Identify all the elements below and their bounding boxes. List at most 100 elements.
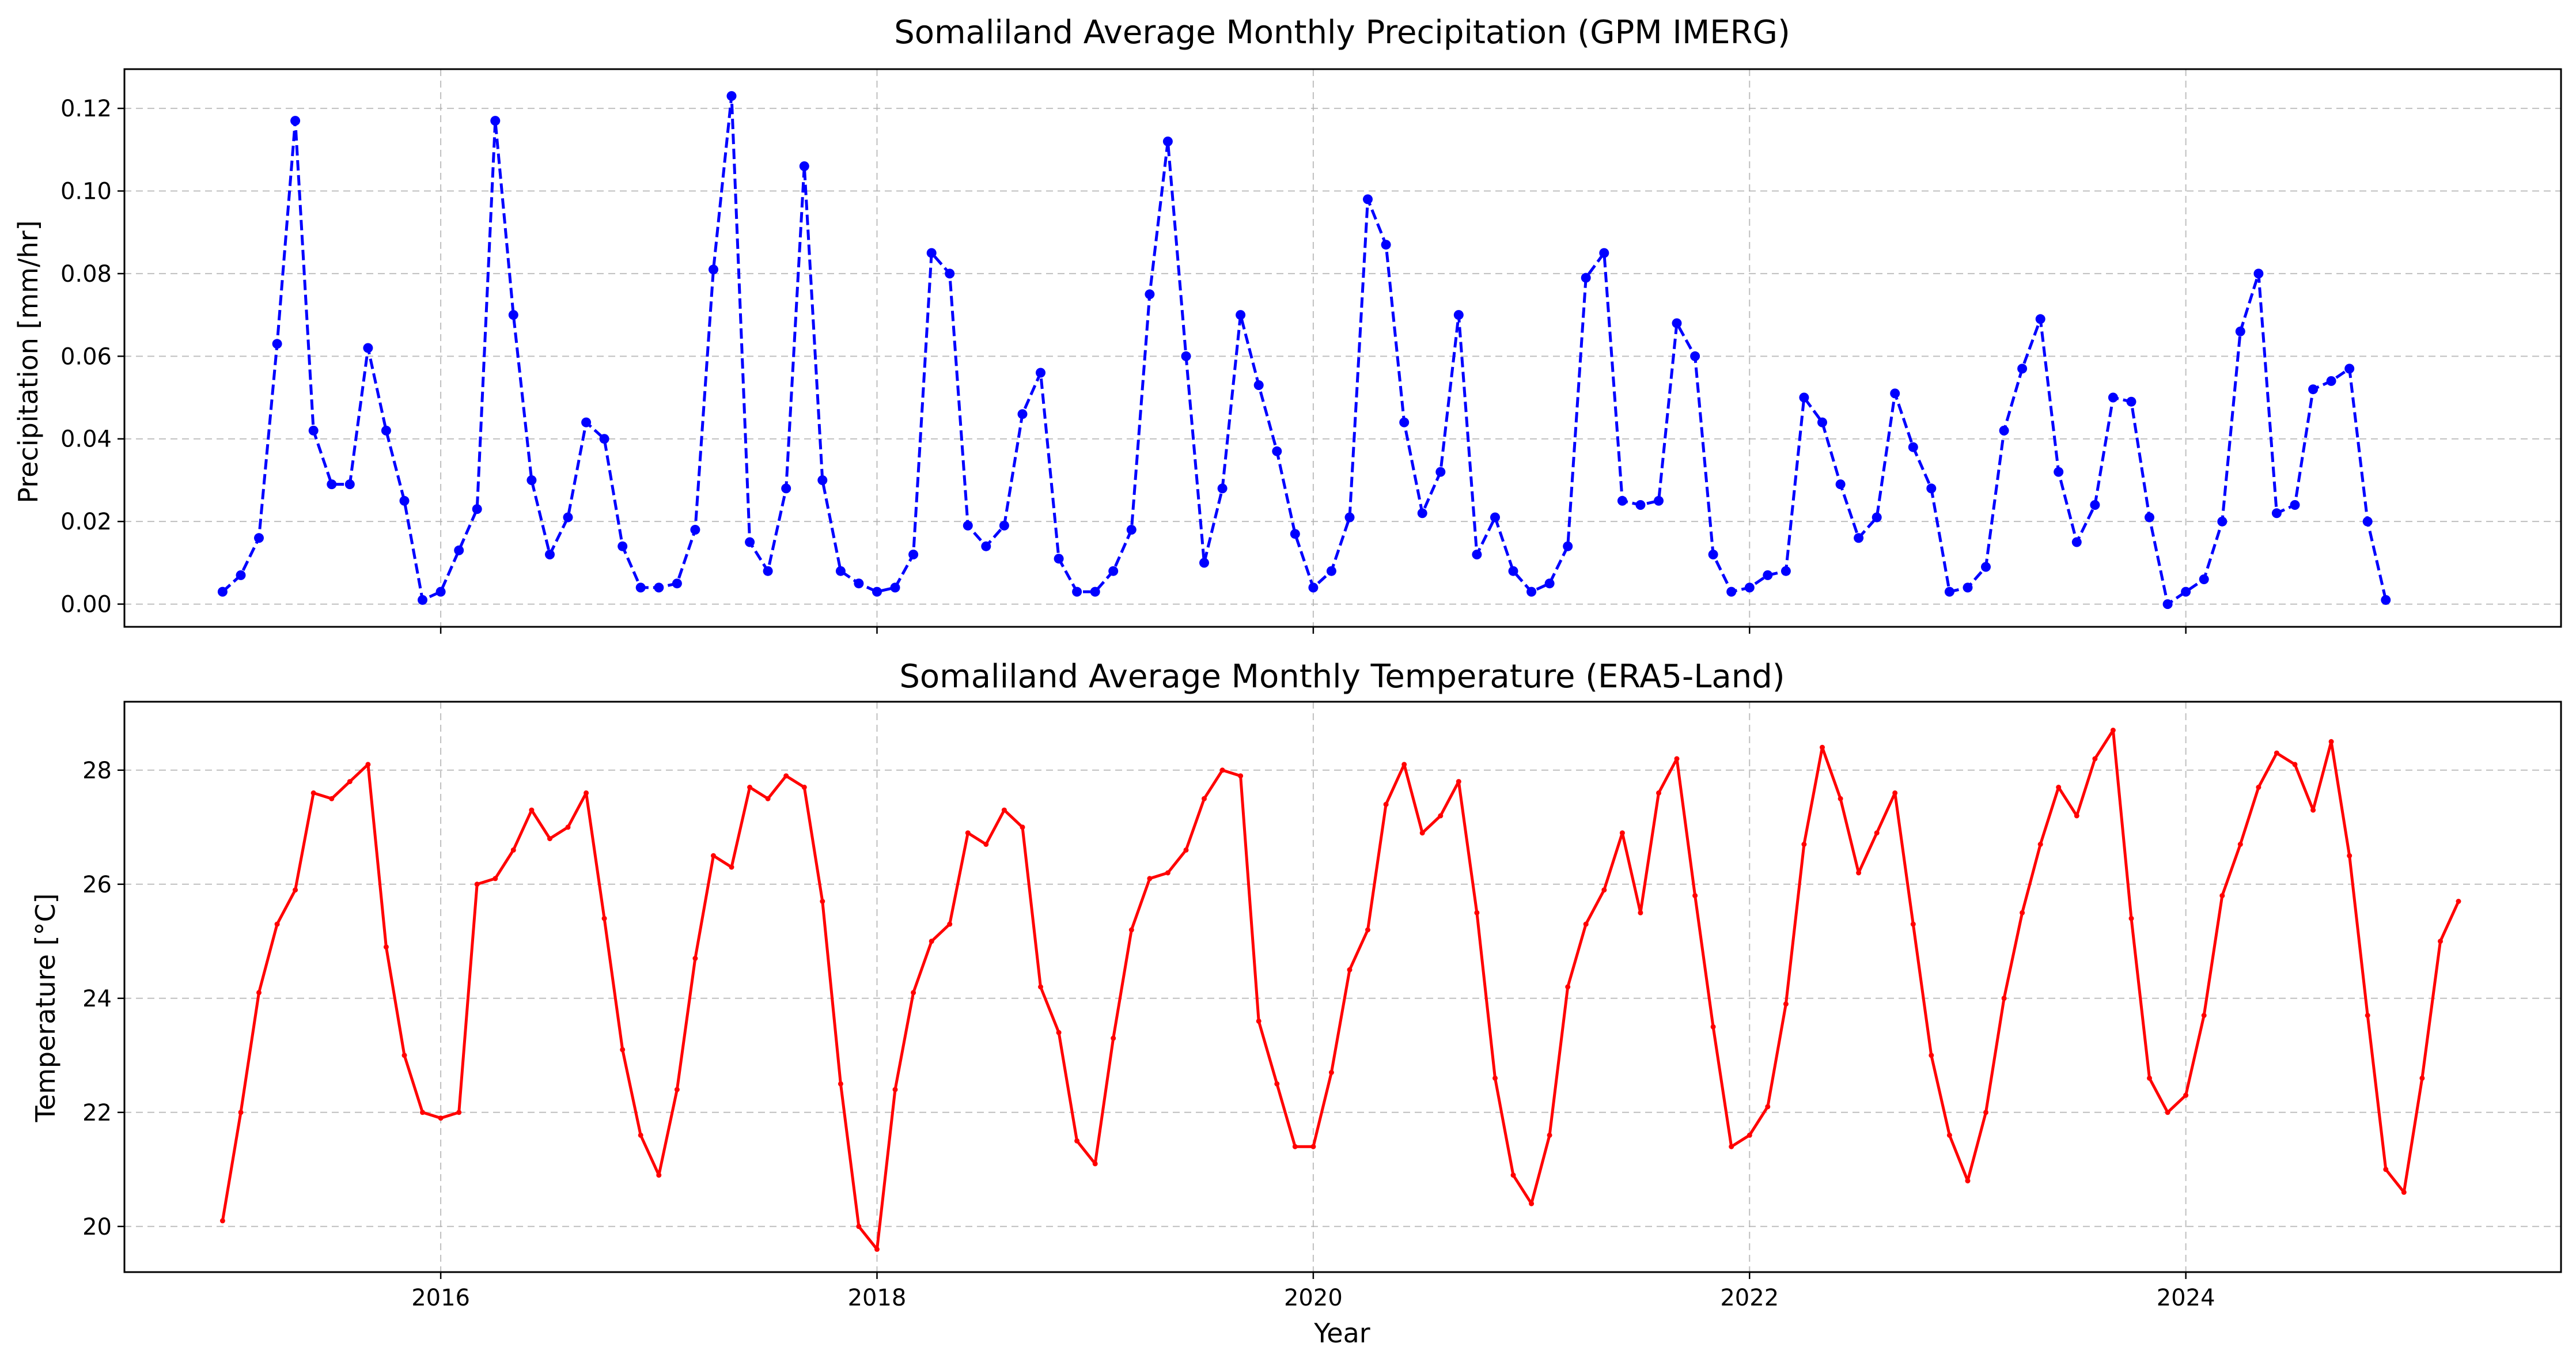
temperature-data-point — [1474, 910, 1480, 915]
temperature-data-point — [529, 807, 535, 813]
precipitation-data-point — [381, 425, 391, 436]
precipitation-y-tick-label: 0.06 — [60, 343, 112, 370]
temperature-x-ticks: 2016 2018 2020 2022 2024 — [411, 1272, 2215, 1311]
temperature-data-point — [1238, 773, 1244, 779]
temperature-data-point — [2365, 1013, 2370, 1018]
temperature-data-point — [1910, 921, 1916, 927]
precipitation-data-point — [2217, 516, 2228, 527]
temperature-data-point — [310, 790, 316, 796]
precipitation-data-point — [854, 578, 864, 589]
temperature-data-point — [1692, 893, 1698, 899]
precipitation-data-point — [1817, 417, 1827, 427]
temperature-data-point — [547, 836, 552, 842]
precipitation-data-point — [2308, 384, 2319, 395]
temperature-data-point — [656, 1172, 662, 1178]
temperature-data-point — [2201, 1013, 2207, 1018]
temperature-chart-title: Somaliland Average Monthly Temperature (… — [899, 658, 1785, 695]
precipitation-data-point — [1072, 586, 1082, 597]
temperature-data-point — [1001, 807, 1007, 813]
temperature-data-point — [420, 1110, 425, 1115]
temperature-data-point — [892, 1087, 898, 1092]
temperature-data-point — [783, 773, 789, 779]
temperature-data-point — [2292, 762, 2298, 767]
temperature-data-point — [1310, 1144, 1316, 1149]
temperature-data-point — [1765, 1104, 1771, 1110]
precipitation-panel: Somaliland Average Monthly Precipitation… — [13, 14, 2562, 634]
precipitation-data-point — [1236, 310, 1246, 320]
temperature-data-point — [1365, 927, 1370, 933]
precipitation-y-tick-label: 0.12 — [60, 96, 112, 122]
temperature-data-point — [1128, 927, 1134, 933]
temperature-grid — [124, 702, 2561, 1272]
precipitation-data-point — [1563, 541, 1573, 551]
temperature-data-point — [601, 915, 607, 921]
precipitation-data-point — [618, 541, 628, 551]
temperature-y-axis-label: Temperature [°C] — [30, 893, 61, 1122]
temperature-data-point — [1838, 796, 1843, 801]
temperature-data-point — [874, 1246, 880, 1252]
precipitation-data-point — [2253, 268, 2264, 279]
temperature-data-point — [1438, 813, 1444, 819]
temperature-data-point — [2001, 996, 2007, 1001]
temperature-data-point — [929, 939, 934, 944]
precipitation-data-point — [399, 495, 410, 506]
precipitation-data-point — [908, 550, 919, 559]
precipitation-data-point — [1017, 409, 1028, 419]
precipitation-data-point — [945, 268, 955, 279]
temperature-data-point — [1328, 1070, 1334, 1075]
precipitation-data-point — [599, 434, 609, 444]
temperature-data-point — [1256, 1018, 1262, 1024]
temperature-data-point — [1638, 910, 1643, 915]
temperature-data-point — [1874, 830, 1880, 836]
temperature-data-point — [347, 779, 353, 785]
precipitation-data-point — [327, 479, 337, 490]
precipitation-data-point — [1290, 529, 1300, 539]
precipitation-data-point — [1036, 368, 1045, 378]
precipitation-data-point — [272, 339, 282, 349]
temperature-data-point — [1020, 824, 1025, 830]
precipitation-data-point — [1145, 289, 1155, 300]
temperature-data-point — [2020, 910, 2025, 915]
temperature-data-point — [1820, 744, 1825, 750]
precipitation-data-point — [690, 525, 700, 535]
precipitation-data-point — [2290, 500, 2300, 510]
precipitation-data-point — [1344, 512, 1355, 523]
temperature-data-point — [729, 864, 734, 870]
precipitation-data-point — [2271, 508, 2282, 519]
precipitation-data-point — [1908, 442, 1918, 452]
precipitation-data-point — [308, 425, 319, 436]
precipitation-data-point — [2108, 392, 2118, 403]
temperature-data-point — [510, 847, 516, 853]
precipitation-data-point — [1926, 483, 1937, 494]
precipitation-data-point — [1890, 388, 1900, 399]
precipitation-data-point — [890, 582, 900, 593]
temperature-data-point — [293, 887, 298, 893]
precipitation-data-point — [799, 161, 809, 171]
precipitation-chart-title: Somaliland Average Monthly Precipitation… — [894, 14, 1790, 51]
precipitation-data-point — [454, 545, 464, 555]
precipitation-data-point — [2035, 314, 2045, 324]
temperature-data-point — [2092, 756, 2098, 762]
temperature-data-point — [1383, 801, 1389, 807]
precipitation-data-point — [2181, 586, 2191, 597]
precipitation-data-point — [745, 537, 755, 547]
temperature-data-point — [2219, 893, 2225, 899]
precipitation-y-ticks: 0.00 0.02 0.04 0.06 0.08 0.10 0.12 — [60, 96, 124, 618]
temperature-series-line — [221, 729, 2460, 1251]
temperature-data-point — [856, 1224, 862, 1229]
precipitation-y-tick-label: 0.08 — [60, 261, 112, 287]
precipitation-data-point — [1799, 392, 1809, 403]
temperature-data-point — [1729, 1144, 1734, 1149]
temperature-data-point — [1202, 796, 1207, 801]
precipitation-data-point — [709, 264, 718, 275]
temperature-data-point — [1946, 1132, 1952, 1138]
temperature-data-point — [1892, 790, 1898, 796]
precipitation-y-tick-label: 0.10 — [60, 179, 112, 205]
precipitation-data-point — [1054, 554, 1064, 564]
temperature-data-point — [2074, 813, 2079, 819]
precipitation-data-point — [1508, 566, 1518, 576]
precipitation-data-point — [1581, 273, 1591, 283]
precipitation-data-point — [290, 116, 301, 126]
precipitation-series-group — [217, 91, 2391, 610]
